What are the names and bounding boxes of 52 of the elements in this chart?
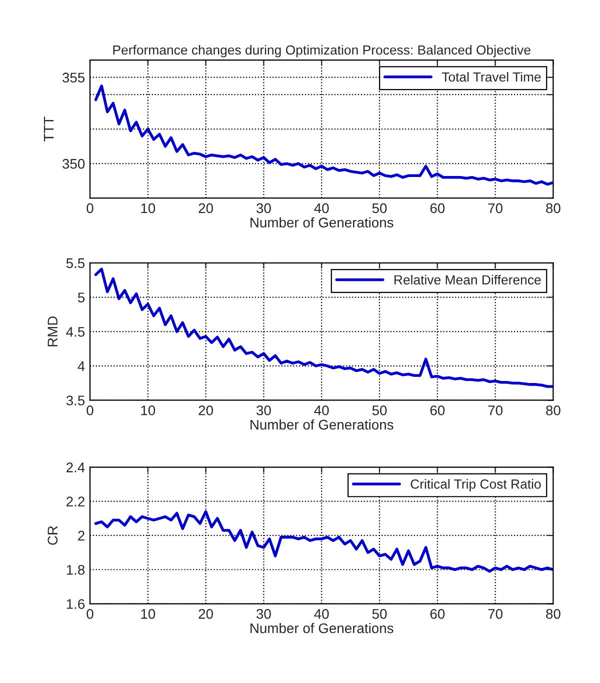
x-tick-label: 50: [372, 405, 387, 416]
x-tick-label: 60: [430, 203, 445, 214]
x-tick-label: 70: [488, 203, 502, 214]
y-tick-label: 2.2: [66, 496, 84, 506]
legend-label: Critical Trip Cost Ratio: [410, 479, 541, 492]
x-tick-label: 0: [86, 405, 94, 416]
y-tick-label: 5.5: [66, 258, 85, 268]
x-axis-title: Number of Generations: [250, 622, 394, 634]
y-tick-label: 3.5: [66, 396, 85, 406]
x-tick-label: 20: [198, 405, 213, 416]
x-tick-label: 40: [314, 405, 329, 416]
y-tick-label: 355: [62, 72, 85, 83]
legend-label: Total Travel Time: [442, 72, 541, 82]
x-tick-label: 0: [86, 609, 94, 619]
x-tick-label: 30: [256, 405, 271, 416]
y-tick-label: 2.4: [66, 462, 85, 472]
y-axis-title: TTT: [44, 116, 54, 142]
x-tick-label: 70: [488, 405, 502, 416]
line-series: [94, 510, 554, 573]
x-axis-title: Number of Generations: [250, 217, 394, 228]
x-tick-label: 80: [546, 405, 560, 416]
y-tick-label: 2: [78, 530, 84, 541]
x-tick-label: 80: [546, 609, 560, 619]
y-axis-title: RMD: [48, 316, 58, 346]
x-tick-label: 0: [86, 203, 94, 214]
x-tick-label: 70: [488, 609, 502, 619]
x-axis-title: Number of Generations: [250, 419, 394, 430]
y-axis-title: CR: [48, 526, 58, 545]
x-tick-label: 50: [372, 609, 387, 619]
x-tick-label: 10: [141, 609, 156, 619]
y-tick-label: 5: [78, 292, 85, 302]
x-tick-label: 30: [256, 609, 271, 619]
x-tick-label: 30: [256, 203, 271, 214]
y-tick-label: 1.6: [66, 599, 85, 609]
legend-label: Relative Mean Difference: [394, 274, 541, 285]
y-tick-label: 4: [78, 361, 85, 371]
line-series: [94, 268, 554, 388]
x-tick-label: 40: [314, 609, 329, 619]
chart-title: Performance changes during Optimization Process: Balanced Objective: [113, 44, 530, 58]
y-tick-label: 1.8: [66, 564, 85, 575]
x-tick-label: 10: [141, 405, 156, 416]
y-tick-label: 4.5: [66, 327, 85, 337]
y-tick-label: 350: [62, 158, 85, 169]
x-tick-label: 40: [314, 203, 329, 214]
x-tick-label: 10: [141, 203, 156, 214]
line-series: [94, 84, 554, 186]
x-tick-label: 50: [372, 203, 387, 214]
x-tick-label: 20: [198, 609, 213, 619]
x-tick-label: 80: [546, 203, 560, 214]
x-tick-label: 60: [430, 405, 445, 416]
x-tick-label: 20: [198, 203, 213, 214]
x-tick-label: 60: [430, 609, 445, 619]
